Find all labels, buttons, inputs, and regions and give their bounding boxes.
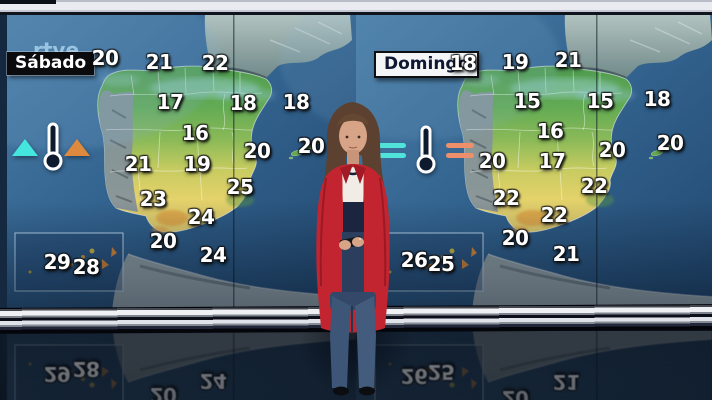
day-label-sunday: Domingo [374, 51, 480, 78]
temp-label: 29 [43, 250, 71, 274]
temp-label: 25 [427, 360, 455, 384]
temp-label: 20 [149, 383, 177, 400]
temp-label: 19 [501, 50, 529, 74]
temp-label: 25 [226, 175, 254, 199]
min-temp-rising-icon [12, 139, 38, 156]
temp-label: 15 [513, 89, 541, 113]
temp-label: 20 [297, 134, 325, 158]
temp-label: 21 [554, 48, 582, 72]
temp-label: 20 [598, 138, 626, 162]
presenter-reflection-shadow [298, 330, 414, 398]
temp-label: 20 [501, 386, 529, 400]
max-temp-rising-icon [64, 139, 90, 156]
trend-indicator-sunday [378, 124, 488, 174]
temp-label: 15 [586, 89, 614, 113]
temp-label: 21 [145, 50, 173, 74]
temp-label: 20 [149, 229, 177, 253]
temp-label: 24 [187, 205, 215, 229]
temp-label: 22 [540, 203, 568, 227]
trend-indicator-saturday [12, 121, 92, 171]
temp-label: 18 [229, 91, 257, 115]
temp-label: 18 [449, 51, 477, 75]
day-label-saturday: Sábado [7, 52, 95, 75]
presenter [316, 102, 390, 396]
temp-label: 23 [139, 187, 167, 211]
temp-label: 26 [400, 248, 428, 272]
temp-label: 20 [243, 139, 271, 163]
thermometer-icon [43, 122, 63, 171]
min-temp-steady-icon [378, 143, 406, 163]
temp-label: 18 [643, 87, 671, 111]
temp-label: 28 [72, 357, 100, 381]
temp-label: 22 [201, 51, 229, 75]
temp-label: 29 [43, 362, 71, 386]
temp-label: 20 [478, 149, 506, 173]
temp-label: 24 [199, 369, 227, 393]
thermometer-icon [416, 125, 436, 174]
temp-label: 16 [536, 119, 564, 143]
temp-label: 18 [282, 90, 310, 114]
studio-ceiling [0, 0, 712, 15]
temp-label: 21 [124, 152, 152, 176]
temp-label: 16 [181, 121, 209, 145]
temp-label: 22 [580, 174, 608, 198]
temp-label: 20 [91, 46, 119, 70]
temp-label: 19 [183, 152, 211, 176]
temp-label: 24 [199, 243, 227, 267]
temp-label: 21 [552, 242, 580, 266]
temp-label: 28 [72, 255, 100, 279]
temp-label: 25 [427, 252, 455, 276]
max-temp-steady-icon [446, 143, 474, 163]
temp-label: 17 [538, 149, 566, 173]
temp-label: 22 [492, 186, 520, 210]
temp-label: 21 [552, 370, 580, 394]
temp-label: 17 [156, 90, 184, 114]
temp-label: 20 [501, 226, 529, 250]
temp-label: 20 [656, 131, 684, 155]
